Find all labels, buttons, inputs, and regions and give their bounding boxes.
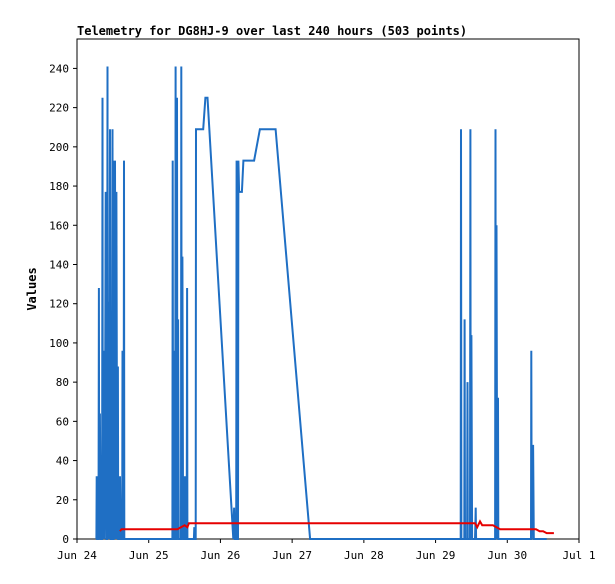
y-tick-label: 120	[49, 298, 69, 311]
x-tick-label: Jun 29	[416, 549, 456, 562]
x-tick-label: Jun 26	[201, 549, 241, 562]
x-tick-label: Jun 28	[344, 549, 384, 562]
series-line-2	[119, 519, 554, 535]
y-tick-label: 140	[49, 258, 69, 271]
series-layer	[95, 66, 554, 540]
x-tick-label: Jun 25	[129, 549, 169, 562]
y-tick-label: 80	[56, 376, 69, 389]
y-tick-label: 60	[56, 415, 69, 428]
y-tick-label: 180	[49, 180, 69, 193]
x-tick-label: Jun 30	[487, 549, 527, 562]
x-tick-label: Jun 27	[272, 549, 312, 562]
x-tick-label: Jul 1	[562, 549, 595, 562]
y-tick-label: 240	[49, 62, 69, 75]
y-tick-label: 40	[56, 455, 69, 468]
y-tick-label: 220	[49, 102, 69, 115]
y-tick-label: 0	[62, 533, 69, 546]
y-tick-label: 100	[49, 337, 69, 350]
chart-title: Telemetry for DG8HJ-9 over last 240 hour…	[77, 24, 467, 38]
y-axis-label: Values	[25, 267, 39, 310]
x-tick-label: Jun 24	[57, 549, 97, 562]
y-axis: 0 20 40 60 80 100 120 140 160 180 200 220 240	[49, 62, 77, 546]
y-tick-label: 160	[49, 219, 69, 232]
x-axis: Jun 24 Jun 25 Jun 26 Jun 27 Jun 28 Jun 29 Jun …	[57, 539, 596, 562]
y-tick-label: 200	[49, 141, 69, 154]
series-line-1	[95, 66, 547, 540]
plot-area	[76, 38, 580, 540]
y-tick-label: 20	[56, 494, 69, 507]
